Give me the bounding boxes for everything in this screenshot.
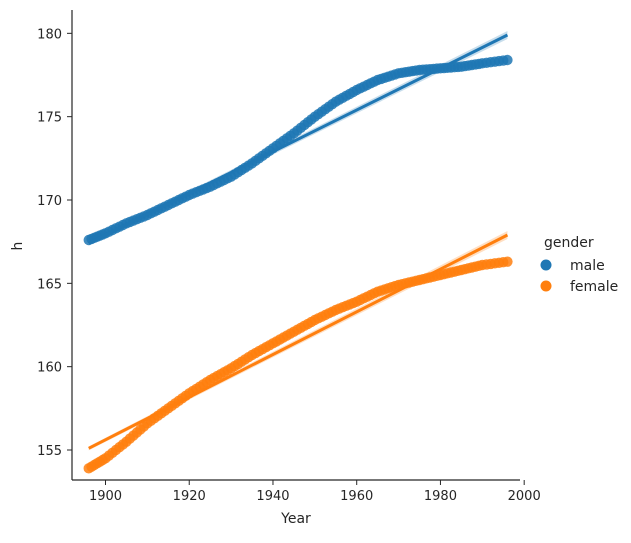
series-male: [83, 31, 513, 246]
x-tick-label: 1900: [89, 489, 122, 504]
series-female: [83, 231, 513, 474]
regression-line: [88, 233, 509, 450]
y-tick-label: 160: [37, 361, 62, 376]
legend-title: gender: [544, 235, 594, 251]
legend-marker-female: [540, 280, 552, 292]
x-tick-label: 1940: [256, 489, 289, 504]
regression-line: [88, 33, 509, 245]
data-point: [502, 54, 513, 66]
x-axis-label: Year: [280, 511, 311, 527]
axes: [71, 10, 520, 481]
legend-label-female: female: [570, 279, 618, 295]
x-tick-label: 2000: [508, 489, 541, 504]
legend-label-male: male: [570, 258, 605, 274]
legend: gender male female: [540, 235, 618, 295]
plot-area: [83, 31, 513, 474]
y-tick-label: 175: [37, 111, 62, 126]
y-tick-label: 165: [37, 277, 62, 292]
y-ticks: 155 160 165 170 175 180: [37, 27, 72, 459]
y-axis-label: h: [10, 242, 26, 251]
x-ticks: 1900 1920 1940 1960 1980 2000: [89, 480, 541, 504]
y-tick-label: 180: [37, 27, 62, 42]
legend-marker-male: [540, 259, 552, 271]
y-tick-label: 170: [37, 194, 62, 209]
x-tick-label: 1980: [424, 489, 457, 504]
x-tick-label: 1960: [340, 489, 373, 504]
data-point: [502, 256, 513, 267]
x-tick-label: 1920: [173, 489, 206, 504]
y-tick-label: 155: [37, 444, 62, 459]
